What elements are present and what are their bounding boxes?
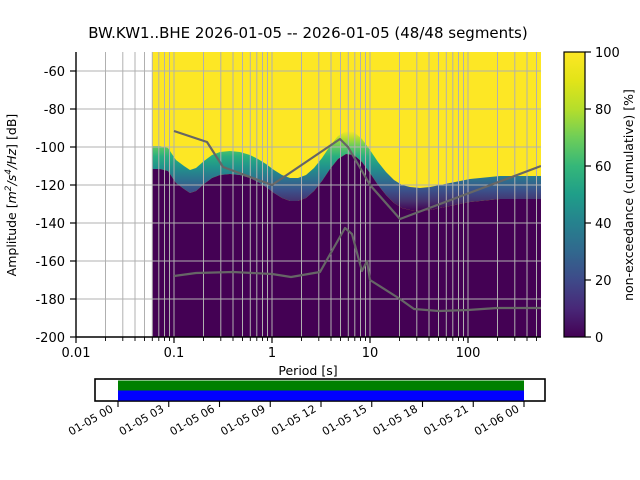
y-tick-label: -120 xyxy=(35,179,65,194)
x-tick-label: 0.01 xyxy=(62,346,91,361)
x-tick-label: 10 xyxy=(362,346,379,361)
y-tick-label: -200 xyxy=(35,331,65,346)
colorbar-tick-label: 100 xyxy=(595,46,620,61)
noise-model-lines xyxy=(173,129,541,313)
timeline-tick-label: 01-05 12 xyxy=(269,402,318,438)
colorbar-gradient[interactable] xyxy=(563,51,586,338)
timeline-tick-label: 01-05 06 xyxy=(168,402,217,438)
colorbar[interactable]: 100 80 60 40 20 0 non-exceedance (cumula… xyxy=(563,46,636,346)
colorbar-tick-label: 80 xyxy=(595,103,612,118)
colorbar-tick-label: 20 xyxy=(595,274,612,289)
timeline-tick-label: 01-05 03 xyxy=(117,402,166,438)
heatmap-lower-region xyxy=(152,154,541,337)
x-tick-label: 0.1 xyxy=(164,346,185,361)
timeline-bar-data[interactable] xyxy=(118,390,524,401)
timeline-tick-label: 01-05 21 xyxy=(421,402,470,438)
svg-text:non-exceedance (cumulative) [%: non-exceedance (cumulative) [%] xyxy=(621,89,636,301)
page-title: BW.KW1..BHE 2026-01-05 -- 2026-01-05 (48… xyxy=(88,24,527,42)
x-axis-label: Period [s] xyxy=(278,363,337,378)
data-coverage-timeline[interactable]: 01-05 00 01-05 03 01-05 06 01-05 09 01-0… xyxy=(66,378,546,438)
high-noise-model-line xyxy=(173,129,541,221)
timeline-tick-label: 01-05 15 xyxy=(320,402,369,438)
timeline-tick-label: 01-05 09 xyxy=(218,402,267,438)
timeline-tick-labels: 01-05 00 01-05 03 01-05 06 01-05 09 01-0… xyxy=(66,402,521,438)
x-tick-label: 100 xyxy=(456,346,481,361)
colorbar-tick-label: 40 xyxy=(595,217,612,232)
y-axis-label: Amplitude [m2/s4/Hz] [dB] xyxy=(4,114,19,277)
low-noise-model-line xyxy=(173,226,541,313)
timeline-tick-label: 01-06 00 xyxy=(472,402,521,438)
x-axis: 0.01 0.1 1 10 100 xyxy=(62,337,537,361)
y-tick-label: -160 xyxy=(35,255,65,270)
timeline-ticks xyxy=(117,401,525,407)
y-tick-label: -100 xyxy=(35,141,65,156)
y-tick-label: -80 xyxy=(44,103,65,118)
heatmap-transition-band xyxy=(152,131,541,211)
colorbar-tick-label: 60 xyxy=(595,160,612,175)
y-tick-label: -140 xyxy=(35,217,65,232)
y-axis: -60 -80 -100 -120 -140 -160 -180 -200 xyxy=(35,65,76,346)
colorbar-tick-label: 0 xyxy=(595,331,603,346)
timeline-bar-metadata[interactable] xyxy=(118,380,524,391)
colorbar-label: non-exceedance (cumulative) [%] xyxy=(621,89,636,301)
timeline-tick-label: 01-05 00 xyxy=(66,402,115,438)
ppsd-density-heatmap xyxy=(152,52,541,337)
y-tick-label: -60 xyxy=(44,65,65,80)
svg-text:Amplitude [m2/s4/Hz] [dB]: Amplitude [m2/s4/Hz] [dB] xyxy=(4,114,19,277)
timeline-tick-label: 01-05 18 xyxy=(371,402,420,438)
y-tick-label: -180 xyxy=(35,293,65,308)
x-tick-label: 1 xyxy=(268,346,276,361)
plot-gridlines xyxy=(76,52,541,337)
